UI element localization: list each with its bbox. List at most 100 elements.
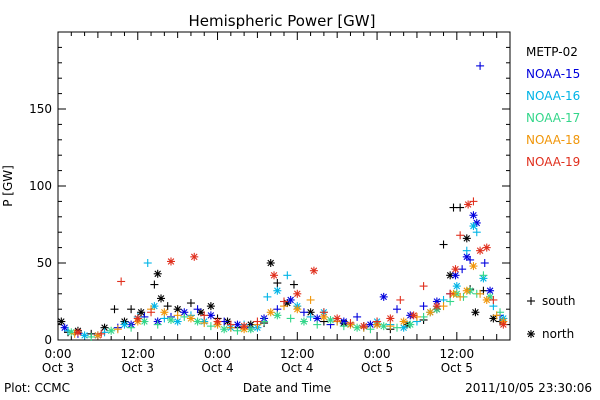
south-point xyxy=(479,271,488,280)
north-point xyxy=(240,322,249,331)
north-point xyxy=(462,234,471,243)
south-point xyxy=(472,228,481,237)
legend-marker-south: south xyxy=(527,294,576,308)
legend-marker-north: north xyxy=(527,327,574,341)
south-point xyxy=(446,289,455,298)
north-point xyxy=(471,308,480,317)
north-point xyxy=(469,262,478,271)
legend: METP-02 NOAA-15 NOAA-16 NOAA-17 NOAA-18 NOAA-… xyxy=(526,45,580,341)
north-point xyxy=(107,326,116,335)
north-point xyxy=(57,317,66,326)
south-point xyxy=(273,279,282,288)
north-point xyxy=(273,286,282,295)
south-point xyxy=(419,302,428,311)
south-point xyxy=(476,289,485,298)
legend-marker-label: north xyxy=(542,327,574,341)
south-point xyxy=(476,61,485,70)
north-point xyxy=(270,271,279,280)
x-tick-label-date: Oct 5 xyxy=(441,361,473,375)
south-point xyxy=(163,302,172,311)
legend-marker-symbol xyxy=(527,330,535,338)
north-point xyxy=(173,305,182,314)
legend-marker-symbol xyxy=(527,297,535,305)
legend-series-noaa-16: NOAA-16 xyxy=(526,89,580,103)
south-point xyxy=(492,311,501,320)
south-point xyxy=(396,295,405,304)
south-point xyxy=(186,299,195,308)
south-point xyxy=(253,317,262,326)
north-point xyxy=(206,311,215,320)
south-point xyxy=(113,325,122,334)
south-point xyxy=(469,197,478,206)
y-axis-label: P [GW] xyxy=(1,165,15,207)
south-point xyxy=(200,311,209,320)
x-tick-label-time: 12:00 xyxy=(280,347,315,361)
south-point xyxy=(366,325,375,334)
south-point xyxy=(127,323,136,332)
south-point xyxy=(480,259,489,267)
north-point xyxy=(213,317,222,326)
plot-frame xyxy=(57,31,511,341)
south-point xyxy=(233,326,242,335)
north-point xyxy=(266,259,275,267)
north-point xyxy=(160,308,169,317)
south-point xyxy=(63,326,72,335)
x-tick-label-time: 0:00 xyxy=(364,347,391,361)
south-point xyxy=(393,323,401,332)
north-point xyxy=(186,314,195,323)
south-point xyxy=(439,240,448,249)
south-point xyxy=(127,305,136,314)
north-point xyxy=(266,308,275,317)
north-point xyxy=(73,328,82,337)
north-point xyxy=(153,269,162,278)
south-point xyxy=(143,259,152,267)
north-point xyxy=(482,243,491,252)
south-point xyxy=(150,280,159,289)
south-point xyxy=(386,322,395,331)
south-point xyxy=(339,322,348,331)
south-point xyxy=(193,305,202,314)
south-point xyxy=(97,329,106,338)
north-point xyxy=(299,317,308,326)
north-point xyxy=(273,311,282,320)
x-tick-label-time: 0:00 xyxy=(45,347,72,361)
x-tick-label-date: Oct 3 xyxy=(122,361,154,375)
north-point xyxy=(190,252,199,261)
south-point xyxy=(456,231,465,240)
south-point xyxy=(153,320,162,329)
north-point xyxy=(469,211,478,220)
south-point xyxy=(280,297,288,306)
north-point xyxy=(482,295,491,304)
x-tick-label-date: Oct 5 xyxy=(361,361,393,375)
north-point xyxy=(499,320,508,329)
legend-series-noaa-18: NOAA-18 xyxy=(526,133,580,147)
north-point xyxy=(133,314,142,323)
south-point xyxy=(419,282,428,291)
north-point xyxy=(193,317,202,326)
north-point xyxy=(137,308,146,317)
south-point xyxy=(173,311,182,320)
south-point xyxy=(446,297,455,306)
x-axis-label: Date and Time xyxy=(243,381,331,395)
x-tick-label-time: 12:00 xyxy=(120,347,155,361)
legend-series-noaa-15: NOAA-15 xyxy=(526,67,580,81)
north-point xyxy=(319,312,328,321)
north-point xyxy=(464,200,473,209)
x-tick-label-date: Oct 4 xyxy=(281,361,313,375)
north-point xyxy=(80,331,89,340)
north-point xyxy=(286,295,295,304)
legend-series-metp-02: METP-02 xyxy=(526,45,578,59)
legend-series-noaa-17: NOAA-17 xyxy=(526,111,580,125)
south-point xyxy=(319,308,328,317)
north-point xyxy=(293,289,302,298)
south-point xyxy=(100,328,109,337)
north-point xyxy=(167,315,175,324)
south-point xyxy=(306,312,315,321)
south-point xyxy=(206,322,215,331)
north-point xyxy=(326,315,335,324)
north-point xyxy=(309,266,318,275)
x-tick-label-time: 12:00 xyxy=(440,347,475,361)
north-point xyxy=(293,305,302,314)
